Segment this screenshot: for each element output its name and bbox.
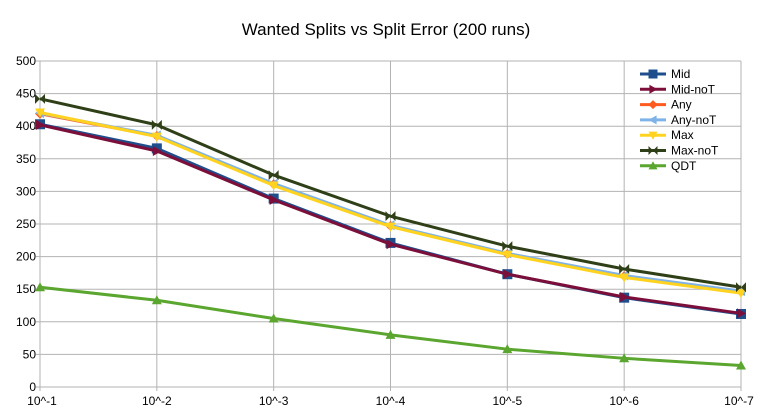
data-point xyxy=(151,295,162,305)
legend-swatch-marker xyxy=(648,69,658,79)
data-point xyxy=(737,308,746,319)
y-tick-label: 450 xyxy=(16,87,36,101)
data-point xyxy=(619,353,630,363)
data-point xyxy=(385,211,396,222)
data-point xyxy=(736,282,746,293)
x-tick-label: 10^-7 xyxy=(724,394,754,408)
y-tick-label: 100 xyxy=(16,315,36,329)
y-tick-label: 150 xyxy=(16,282,36,296)
y-tick-label: 0 xyxy=(29,380,36,394)
data-point xyxy=(502,344,513,354)
legend-label: Any-noT xyxy=(671,113,717,127)
legend-item: Any xyxy=(640,98,692,112)
legend-swatch-marker xyxy=(648,161,658,170)
legend-item: Max xyxy=(640,128,694,142)
series-qdt xyxy=(35,282,746,370)
legend-swatch-marker xyxy=(648,115,657,125)
y-tick-label: 200 xyxy=(16,250,36,264)
data-point xyxy=(385,222,396,232)
y-tick-label: 400 xyxy=(16,119,36,133)
legend-item: Mid xyxy=(640,67,690,81)
legend-label: QDT xyxy=(671,159,697,173)
x-tick-label: 10^-6 xyxy=(609,394,639,408)
data-point xyxy=(502,250,513,260)
legend-item: Any-noT xyxy=(640,113,717,127)
series-layer xyxy=(35,93,746,370)
x-tick-label: 10^-5 xyxy=(493,394,523,408)
legend-label: Max-noT xyxy=(671,144,719,158)
data-point xyxy=(502,241,513,252)
data-point xyxy=(619,273,630,283)
data-point xyxy=(35,93,45,104)
data-point xyxy=(386,239,396,250)
x-tick-label: 10^-1 xyxy=(27,394,57,408)
y-tick-label: 350 xyxy=(16,152,36,166)
legend-item: Max-noT xyxy=(640,144,719,158)
x-tick-label: 10^-4 xyxy=(376,394,406,408)
series-mid-not xyxy=(36,119,746,319)
data-point xyxy=(503,269,513,280)
series-max xyxy=(35,108,746,299)
x-tick-label: 10^-3 xyxy=(259,394,289,408)
data-point xyxy=(268,313,279,323)
y-tick-label: 250 xyxy=(16,217,36,231)
data-point xyxy=(385,329,396,339)
x-tick-label: 10^-2 xyxy=(142,394,172,408)
data-point xyxy=(152,145,162,156)
legend-swatch-marker xyxy=(649,84,658,94)
data-point xyxy=(619,263,630,274)
data-point xyxy=(268,170,279,181)
axis-layer: 0 50 100 150 200 250 300 350 400 450 500 10^-1 10^-2… xyxy=(16,54,754,408)
legend-swatch-marker xyxy=(648,146,658,155)
series-max-not xyxy=(35,93,746,293)
legend-swatch-marker xyxy=(648,100,658,110)
data-point xyxy=(268,181,279,191)
data-point xyxy=(151,132,162,142)
data-point xyxy=(151,119,162,130)
y-tick-label: 500 xyxy=(16,54,36,68)
data-point xyxy=(736,360,746,370)
legend-item: Mid-noT xyxy=(640,82,716,96)
legend-label: Mid xyxy=(671,67,690,81)
legend-swatch-marker xyxy=(648,131,658,140)
data-point xyxy=(35,108,45,118)
y-tick-label: 300 xyxy=(16,184,36,198)
legend-label: Max xyxy=(671,128,694,142)
legend-label: Mid-noT xyxy=(671,82,716,96)
legend-item: QDT xyxy=(640,159,697,173)
data-point xyxy=(269,194,279,205)
chart-title: Wanted Splits vs Split Error (200 runs) xyxy=(242,20,530,39)
legend-label: Any xyxy=(671,98,692,112)
data-point xyxy=(736,289,746,299)
data-point xyxy=(620,292,630,303)
y-tick-label: 50 xyxy=(23,347,37,361)
data-point xyxy=(36,119,45,130)
data-point xyxy=(35,282,45,292)
